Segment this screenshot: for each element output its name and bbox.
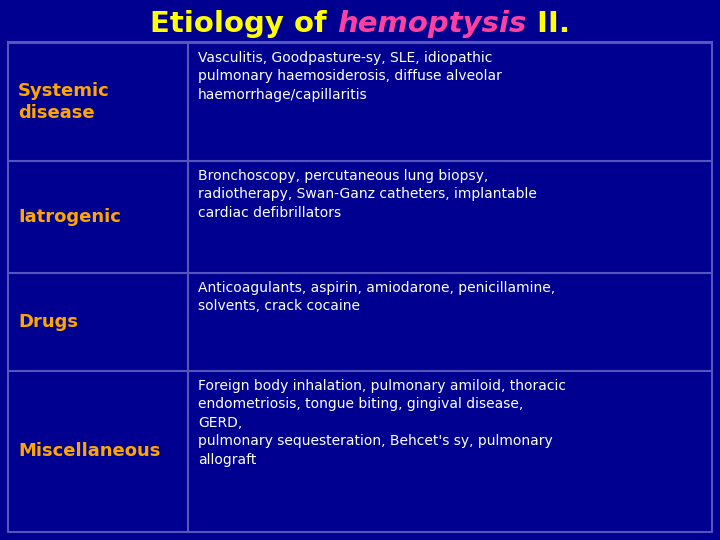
Text: Foreign body inhalation, pulmonary amiloid, thoracic
endometriosis, tongue bitin: Foreign body inhalation, pulmonary amilo… [198, 379, 566, 467]
Text: Bronchoscopy, percutaneous lung biopsy,
radiotherapy, Swan-Ganz catheters, impla: Bronchoscopy, percutaneous lung biopsy, … [198, 169, 537, 220]
Text: Anticoagulants, aspirin, amiodarone, penicillamine,
solvents, crack cocaine: Anticoagulants, aspirin, amiodarone, pen… [198, 281, 555, 313]
Text: Drugs: Drugs [18, 313, 78, 331]
Text: Systemic
disease: Systemic disease [18, 82, 109, 122]
Text: Miscellaneous: Miscellaneous [18, 442, 161, 460]
Text: Vasculitis, Goodpasture-sy, SLE, idiopathic
pulmonary haemosiderosis, diffuse al: Vasculitis, Goodpasture-sy, SLE, idiopat… [198, 51, 502, 102]
Text: Etiology of: Etiology of [150, 10, 337, 38]
Text: hemoptysis: hemoptysis [337, 10, 526, 38]
Text: Iatrogenic: Iatrogenic [18, 208, 121, 226]
Text: II.: II. [526, 10, 570, 38]
